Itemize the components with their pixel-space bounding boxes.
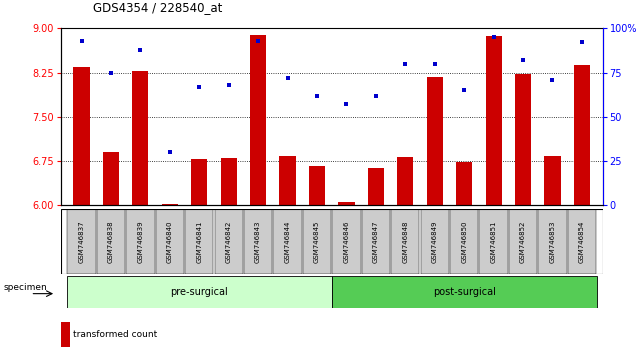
Bar <box>126 209 154 274</box>
Bar <box>515 74 531 205</box>
Bar <box>279 156 296 205</box>
Text: GSM746839: GSM746839 <box>137 220 144 263</box>
Point <box>135 47 146 52</box>
Bar <box>274 209 302 274</box>
Point <box>76 38 87 44</box>
Text: GSM746843: GSM746843 <box>255 220 261 263</box>
Bar <box>156 209 184 274</box>
Bar <box>538 209 567 274</box>
Point <box>577 40 587 45</box>
Text: GSM746840: GSM746840 <box>167 220 173 263</box>
Bar <box>568 209 596 274</box>
Text: GSM746837: GSM746837 <box>78 220 85 263</box>
Bar <box>397 157 413 205</box>
Point <box>312 93 322 98</box>
Text: GSM746853: GSM746853 <box>549 220 556 263</box>
Bar <box>215 209 243 274</box>
Text: GSM746850: GSM746850 <box>461 220 467 263</box>
Bar <box>74 67 90 205</box>
Point <box>518 57 528 63</box>
Point <box>194 84 204 90</box>
Bar <box>185 209 213 274</box>
Bar <box>244 209 272 274</box>
Bar <box>162 204 178 205</box>
Point <box>341 102 351 107</box>
Text: specimen: specimen <box>3 283 47 292</box>
Point <box>429 61 440 67</box>
Text: GSM746849: GSM746849 <box>432 220 438 263</box>
Point <box>224 82 234 88</box>
Bar <box>61 322 70 347</box>
Point <box>370 93 381 98</box>
Bar <box>103 152 119 205</box>
Bar <box>132 71 149 205</box>
Bar <box>450 209 478 274</box>
Bar <box>544 156 561 205</box>
Bar <box>303 209 331 274</box>
Bar <box>456 162 472 205</box>
Text: GSM746842: GSM746842 <box>226 221 231 263</box>
Text: pre-surgical: pre-surgical <box>171 287 228 297</box>
Bar <box>420 209 449 274</box>
Point <box>165 149 175 155</box>
Bar <box>250 35 266 205</box>
Bar <box>338 202 354 205</box>
Text: GSM746848: GSM746848 <box>403 220 408 263</box>
Bar <box>309 166 325 205</box>
Bar <box>391 209 419 274</box>
Bar <box>368 168 384 205</box>
Bar <box>67 209 96 274</box>
Text: post-surgical: post-surgical <box>433 287 495 297</box>
Bar <box>427 77 443 205</box>
Text: GSM746852: GSM746852 <box>520 221 526 263</box>
Point <box>106 70 116 75</box>
Text: GSM746845: GSM746845 <box>314 221 320 263</box>
Bar <box>67 276 332 308</box>
Text: GSM746854: GSM746854 <box>579 221 585 263</box>
Bar <box>479 209 508 274</box>
Point <box>488 34 499 40</box>
Point <box>459 87 469 93</box>
Point <box>547 77 558 82</box>
Point <box>400 61 410 67</box>
Bar <box>221 158 237 205</box>
Text: GSM746841: GSM746841 <box>196 220 203 263</box>
Text: GSM746847: GSM746847 <box>373 220 379 263</box>
Text: GSM746844: GSM746844 <box>285 221 290 263</box>
Bar <box>362 209 390 274</box>
Point <box>283 75 293 81</box>
Text: GSM746838: GSM746838 <box>108 220 114 263</box>
Bar <box>574 65 590 205</box>
Text: GSM746846: GSM746846 <box>344 220 349 263</box>
Bar <box>332 276 597 308</box>
Text: GDS4354 / 228540_at: GDS4354 / 228540_at <box>93 1 222 14</box>
Bar <box>97 209 125 274</box>
Bar <box>485 36 502 205</box>
Point <box>253 38 263 44</box>
Bar <box>332 209 361 274</box>
Bar <box>509 209 537 274</box>
Text: transformed count: transformed count <box>73 330 157 339</box>
Text: GSM746851: GSM746851 <box>490 220 497 263</box>
Bar <box>191 159 207 205</box>
